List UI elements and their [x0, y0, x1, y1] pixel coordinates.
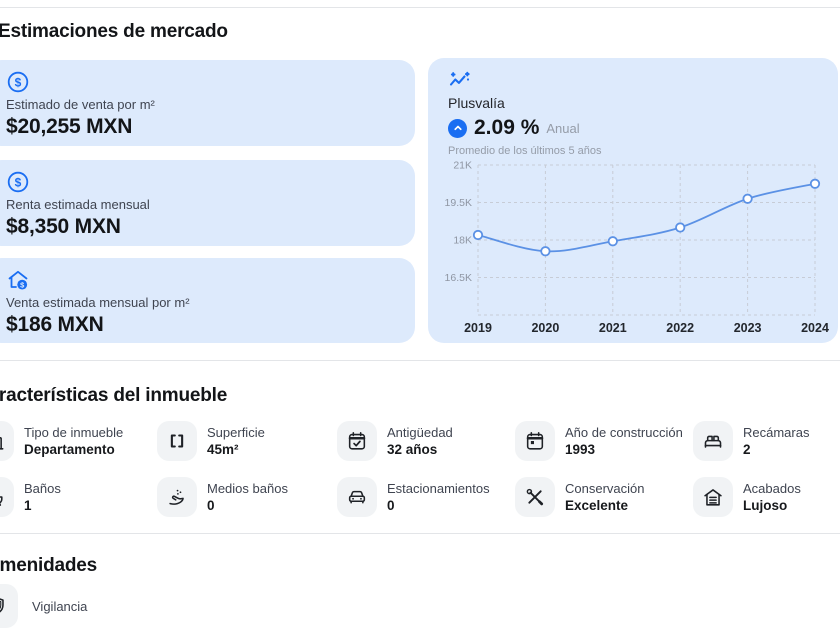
features-section-title: Características del inmueble: [0, 385, 228, 406]
market-section-title: Estimaciones de mercado: [0, 21, 228, 42]
feature-label: Estacionamientos: [387, 481, 490, 496]
feature-surface: Superficie 45m²: [157, 421, 265, 461]
bathtub-icon: [0, 477, 14, 517]
x-tick-label: 2021: [599, 321, 627, 335]
sale-estimate-value: $20,255 MXN: [6, 115, 133, 138]
data-point[interactable]: [809, 178, 821, 189]
x-tick-label: 2019: [464, 321, 492, 335]
tools-icon: [515, 477, 555, 517]
feature-label: Baños: [24, 481, 61, 496]
dollar-circle-icon: $: [6, 70, 30, 94]
amenity-vigilancia: Vigilancia: [0, 584, 87, 628]
feature-label: Medios baños: [207, 481, 288, 496]
plusvalia-title: Plusvalía: [448, 95, 505, 111]
feature-value: 1: [24, 498, 32, 513]
svg-text:$: $: [15, 75, 22, 89]
feature-bathrooms: Baños 1: [0, 477, 61, 517]
top-divider: [0, 7, 840, 8]
feature-value: 0: [207, 498, 215, 513]
feature-label: Antigüedad: [387, 425, 453, 440]
feature-property-type: Tipo de inmueble Departamento: [0, 421, 123, 461]
feature-construction-year: Año de construcción 1993: [515, 421, 683, 461]
y-tick-label: 18K: [453, 235, 472, 247]
rent-per-m2-value: $186 MXN: [6, 313, 104, 336]
feature-age: Antigüedad 32 años: [337, 421, 453, 461]
svg-text:$: $: [20, 280, 25, 289]
dollar-circle-icon: $: [6, 170, 30, 194]
x-tick-label: 2023: [734, 321, 762, 335]
trend-sparkle-icon: [448, 68, 472, 92]
feature-value: 2: [743, 442, 751, 457]
calendar-check-icon: [337, 421, 377, 461]
plusvalia-rate: 2.09 %: [474, 116, 540, 139]
hand-wash-icon: [157, 477, 197, 517]
house-dollar-icon: $: [6, 268, 30, 292]
data-point[interactable]: [742, 193, 753, 204]
amenities-section-title: Amenidades: [0, 555, 97, 576]
plusvalia-subtitle: Promedio de los últimos 5 años: [448, 145, 602, 157]
calendar-date-icon: [515, 421, 555, 461]
feature-value: Departamento: [24, 442, 115, 457]
y-tick-label: 19.5K: [445, 197, 472, 209]
feature-bedrooms: Recámaras 2: [693, 421, 809, 461]
rent-estimate-card: $ Renta estimada mensual $8,350 MXN: [0, 160, 415, 246]
car-icon: [337, 477, 377, 517]
trend-line: [477, 182, 816, 253]
feature-value: Lujoso: [743, 498, 788, 513]
feature-value: 1993: [565, 442, 596, 457]
feature-value: 32 años: [387, 442, 438, 457]
x-tick-label: 2024: [801, 321, 829, 335]
feature-half-bathrooms: Medios baños 0: [157, 477, 288, 517]
feature-label: Acabados: [743, 481, 801, 496]
feature-value: 0: [387, 498, 395, 513]
features-divider: [0, 360, 840, 361]
feature-label: Superficie: [207, 425, 265, 440]
feature-label: Recámaras: [743, 425, 810, 440]
plusvalia-rate-suffix: Anual: [546, 120, 580, 136]
rent-per-m2-label: Venta estimada mensual por m²: [6, 295, 190, 310]
data-point[interactable]: [607, 236, 618, 247]
building-icon: [0, 421, 14, 461]
x-tick-label: 2022: [666, 321, 694, 335]
feature-parking: Estacionamientos 0: [337, 477, 490, 517]
feature-value: 45m²: [207, 442, 239, 457]
x-tick-label: 2020: [531, 321, 559, 335]
rent-per-m2-card: $ Venta estimada mensual por m² $186 MXN: [0, 258, 415, 343]
amenity-label: Vigilancia: [32, 598, 88, 614]
svg-text:$: $: [15, 175, 22, 189]
feature-label: Tipo de inmueble: [24, 425, 124, 440]
feature-value: Excelente: [565, 498, 629, 513]
feature-finishes: Acabados Lujoso: [693, 477, 801, 517]
feature-label: Conservación: [565, 481, 645, 496]
bed-icon: [693, 421, 733, 461]
rent-estimate-value: $8,350 MXN: [6, 215, 121, 238]
data-point[interactable]: [472, 229, 484, 241]
feature-label: Año de construcción: [565, 425, 683, 440]
plusvalia-card: Plusvalía 2.09 % Anual Promedio de los ú…: [428, 58, 838, 343]
sale-estimate-card: $ Estimado de venta por m² $20,255 MXN: [0, 60, 415, 146]
plusvalia-chart[interactable]: 16.5K 18K 19.5K 21K 2019 2020 2021 2022 2023 2024: [428, 148, 838, 343]
amenities-divider: [0, 533, 840, 534]
house-finishes-icon: [693, 477, 733, 517]
shield-icon: [0, 584, 18, 628]
feature-conservation: Conservación Excelente: [515, 477, 645, 517]
data-point[interactable]: [540, 246, 551, 257]
sale-estimate-label: Estimado de venta por m²: [6, 97, 155, 112]
y-tick-label: 21K: [453, 160, 472, 172]
rent-estimate-label: Renta estimada mensual: [6, 197, 150, 212]
arrow-up-icon: [448, 118, 467, 138]
y-tick-label: 16.5K: [445, 272, 472, 284]
brackets-icon: [157, 421, 197, 461]
data-point[interactable]: [675, 222, 686, 233]
